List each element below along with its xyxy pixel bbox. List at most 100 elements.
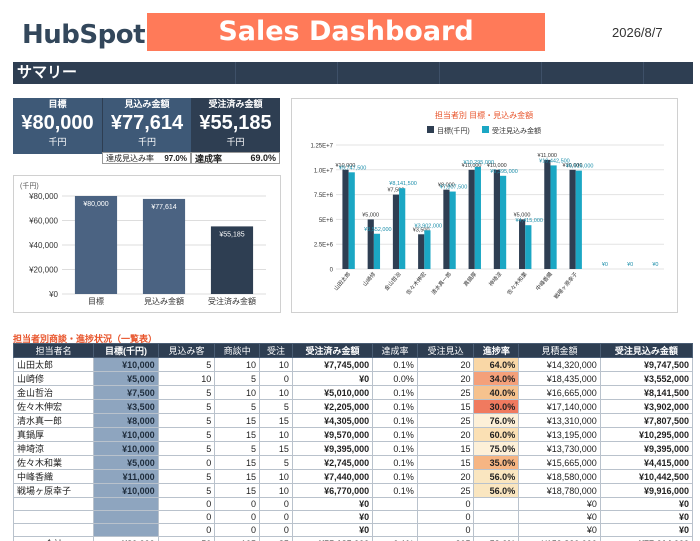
table-cell[interactable]: 15 — [259, 413, 293, 428]
table-cell[interactable]: ¥10,000 — [93, 483, 159, 498]
table-cell[interactable]: 15 — [214, 413, 261, 428]
table-cell[interactable]: 0.1% — [372, 536, 418, 541]
table-cell[interactable]: ¥10,000 — [93, 357, 159, 372]
table-cell[interactable]: ¥0 — [518, 523, 601, 537]
table-cell[interactable] — [473, 510, 520, 524]
table-cell[interactable]: ¥0 — [518, 510, 601, 524]
table-cell[interactable]: ¥55,185,000 — [291, 536, 374, 541]
table-cell[interactable]: ¥3,902,000 — [599, 399, 694, 414]
table-cell[interactable]: ¥77,614,000 — [599, 536, 694, 541]
table-cell[interactable] — [12, 523, 95, 537]
table-cell[interactable]: 0 — [416, 510, 475, 524]
table-cell[interactable] — [12, 497, 95, 511]
table-cell[interactable] — [372, 523, 418, 537]
table-cell[interactable]: 10 — [259, 385, 293, 400]
table-cell[interactable] — [473, 497, 520, 511]
table-cell[interactable]: 0 — [214, 497, 261, 511]
table-cell[interactable]: 50 — [157, 536, 216, 541]
table-cell[interactable]: 0 — [416, 497, 475, 511]
table-cell[interactable]: 15 — [259, 441, 293, 456]
table-cell[interactable]: ¥2,205,000 — [291, 399, 374, 414]
table-cell[interactable]: 真鍋厚 — [12, 427, 95, 442]
table-cell[interactable]: ¥8,000 — [93, 413, 159, 428]
table-cell[interactable]: ¥0 — [291, 497, 374, 511]
table-cell[interactable]: 10 — [214, 385, 261, 400]
table-cell[interactable]: 76.0% — [473, 413, 520, 428]
table-cell[interactable]: 30.0% — [473, 399, 520, 414]
table-cell[interactable]: 35.0% — [473, 455, 520, 470]
table-cell[interactable]: 5 — [157, 441, 216, 456]
table-cell[interactable]: 金山哲治 — [12, 385, 95, 400]
table-cell[interactable]: 20 — [416, 427, 475, 442]
table-cell[interactable]: 15 — [416, 399, 475, 414]
table-cell[interactable]: 64.0% — [473, 357, 520, 372]
table-cell[interactable]: ¥7,807,500 — [599, 413, 694, 428]
table-cell[interactable]: ¥9,570,000 — [291, 427, 374, 442]
table-cell[interactable]: 15 — [214, 483, 261, 498]
table-cell[interactable]: 0.1% — [372, 483, 418, 498]
table-cell[interactable]: 0.1% — [372, 469, 418, 484]
table-cell[interactable]: 5 — [157, 399, 216, 414]
table-cell[interactable]: 0.1% — [372, 441, 418, 456]
table-cell[interactable]: ¥7,745,000 — [291, 357, 374, 372]
table-cell[interactable]: 0 — [157, 523, 216, 537]
table-cell[interactable]: 5 — [214, 441, 261, 456]
table-cell[interactable]: 10 — [259, 357, 293, 372]
table-cell[interactable]: ¥0 — [599, 510, 694, 524]
table-cell[interactable]: ¥10,000 — [93, 427, 159, 442]
table-cell[interactable]: 0 — [157, 455, 216, 470]
table-cell[interactable]: ¥0 — [291, 371, 374, 386]
table-cell[interactable]: 56.0% — [473, 483, 520, 498]
table-cell[interactable]: 0.1% — [372, 427, 418, 442]
table-cell[interactable]: ¥15,665,000 — [518, 455, 601, 470]
table-cell[interactable]: 神埼涼 — [12, 441, 95, 456]
table-cell[interactable]: 34.0% — [473, 371, 520, 386]
table-cell[interactable]: 40.0% — [473, 385, 520, 400]
table-cell[interactable] — [372, 510, 418, 524]
table-cell[interactable]: 20 — [416, 371, 475, 386]
table-cell[interactable]: 25 — [416, 385, 475, 400]
table-cell[interactable]: 15 — [214, 427, 261, 442]
table-cell[interactable]: 15 — [416, 455, 475, 470]
table-cell[interactable]: ¥159,820,000 — [518, 536, 601, 541]
table-cell[interactable]: 清水真一郎 — [12, 413, 95, 428]
table-cell[interactable]: 5 — [157, 357, 216, 372]
table-cell[interactable]: 5 — [157, 413, 216, 428]
table-cell[interactable]: ¥6,770,000 — [291, 483, 374, 498]
table-cell[interactable]: ¥8,141,500 — [599, 385, 694, 400]
table-cell[interactable]: ¥18,580,000 — [518, 469, 601, 484]
table-cell[interactable]: 10 — [259, 427, 293, 442]
table-cell[interactable]: ¥0 — [291, 523, 374, 537]
table-cell[interactable]: 山田太郎 — [12, 357, 95, 372]
table-cell[interactable]: 20 — [416, 469, 475, 484]
table-cell[interactable]: 0 — [214, 523, 261, 537]
table-cell[interactable]: ¥4,415,000 — [599, 455, 694, 470]
table-cell[interactable]: ¥18,435,000 — [518, 371, 601, 386]
table-cell[interactable]: 中峰香織 — [12, 469, 95, 484]
table-cell[interactable]: 56.0% — [473, 469, 520, 484]
table-cell[interactable]: ¥7,500 — [93, 385, 159, 400]
table-cell[interactable]: ¥3,552,000 — [599, 371, 694, 386]
table-cell[interactable]: 60.0% — [473, 427, 520, 442]
table-cell[interactable]: 205 — [416, 536, 475, 541]
table-cell[interactable]: 0.1% — [372, 413, 418, 428]
table-cell[interactable]: 山崎修 — [12, 371, 95, 386]
table-cell[interactable]: 20 — [416, 357, 475, 372]
table-cell[interactable]: 5 — [157, 385, 216, 400]
table-cell[interactable] — [372, 497, 418, 511]
table-cell[interactable]: ¥14,320,000 — [518, 357, 601, 372]
table-cell[interactable]: 0 — [157, 510, 216, 524]
table-cell[interactable]: 5 — [259, 455, 293, 470]
table-cell[interactable]: 85 — [259, 536, 293, 541]
table-cell[interactable]: ¥3,500 — [93, 399, 159, 414]
table-cell[interactable]: 0.1% — [372, 455, 418, 470]
table-cell[interactable] — [93, 510, 159, 524]
table-cell[interactable] — [12, 510, 95, 524]
table-cell[interactable]: 5 — [157, 427, 216, 442]
table-cell[interactable]: ¥13,195,000 — [518, 427, 601, 442]
table-cell[interactable]: 0 — [416, 523, 475, 537]
table-cell[interactable]: 0.1% — [372, 385, 418, 400]
table-cell[interactable]: 0.0% — [372, 371, 418, 386]
table-cell[interactable]: 10 — [157, 371, 216, 386]
table-cell[interactable]: 5 — [214, 371, 261, 386]
